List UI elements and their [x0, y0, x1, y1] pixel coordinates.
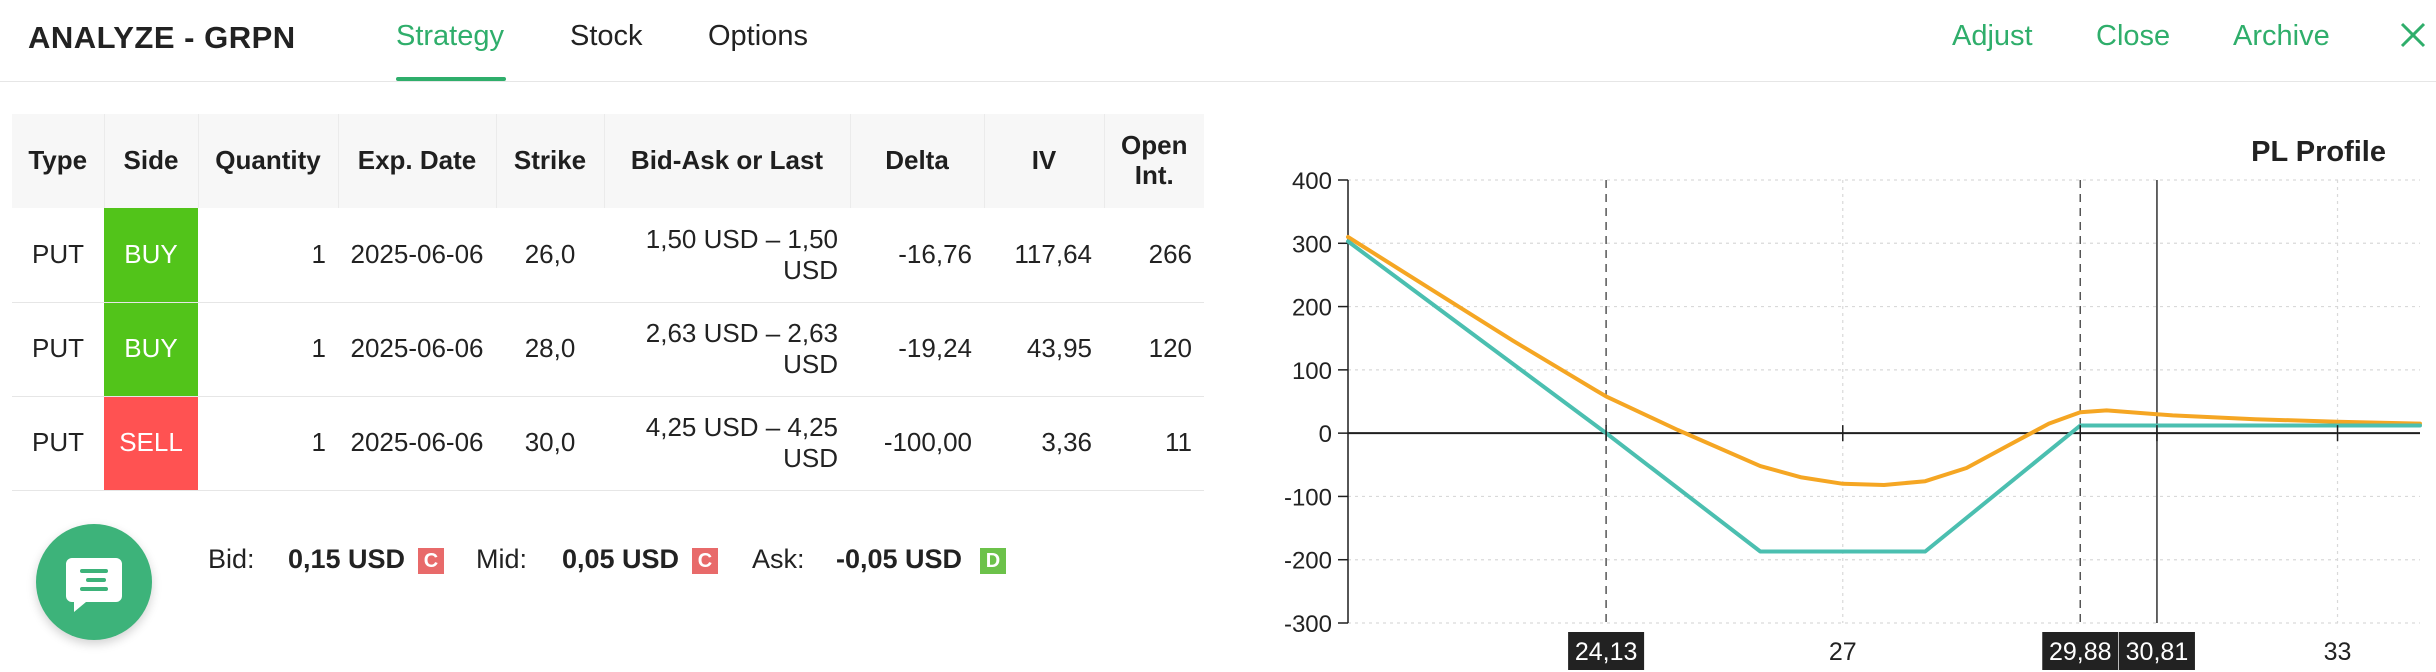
- leg-delta: -19,24: [898, 333, 972, 364]
- leg-bid-ask: 4,25 USD – 4,25 USD: [645, 411, 838, 473]
- chart-title: PL Profile: [2251, 136, 2386, 168]
- column-header-iv: IV: [984, 114, 1105, 208]
- leg-open-int: 266: [1148, 239, 1192, 270]
- ask-value: -0,05 USD: [836, 544, 963, 574]
- table-header-row: Type Side Quantity Exp. Date Strike Bid-…: [12, 114, 1204, 208]
- column-header-strike: Strike: [496, 114, 605, 208]
- x-tick-label: 24,13: [1575, 638, 1638, 666]
- pl-curve-today: [1346, 235, 2422, 487]
- table-row[interactable]: PUT BUY 1 2025-06-06 26,0 1,50 USD – 1,5…: [12, 208, 1204, 302]
- leg-strike: 30,0: [524, 427, 576, 458]
- x-tick-highlight-box: [2118, 632, 2195, 670]
- leg-type: PUT: [32, 427, 84, 458]
- x-tick-label: 33: [2324, 638, 2352, 666]
- y-tick-label: -300: [1284, 611, 1332, 638]
- ask-badge: D: [980, 548, 1006, 574]
- y-tick-label: 300: [1292, 231, 1332, 258]
- pl-profile-plot[interactable]: 400 300 200 100 0 -100 -200 -300 24,13 27 29,88 30,…: [1240, 110, 2436, 672]
- tab-options[interactable]: Options: [708, 20, 808, 52]
- column-header-exp-date: Exp. Date: [338, 114, 497, 208]
- column-header-delta: Delta: [850, 114, 985, 208]
- leg-strike: 28,0: [524, 333, 576, 364]
- close-icon[interactable]: [2398, 20, 2428, 50]
- pl-profile-chart[interactable]: PL Profile 400 300 200 100 0 -100 -200 -300 24,1…: [1240, 110, 2436, 672]
- leg-side-sell[interactable]: SELL: [104, 396, 198, 490]
- x-tick-highlight-box: [1568, 632, 1645, 670]
- x-tick-label: 30,81: [2126, 638, 2189, 666]
- active-tab-indicator: [396, 77, 506, 81]
- table-row[interactable]: PUT BUY 1 2025-06-06 28,0 2,63 USD – 2,6…: [12, 302, 1204, 396]
- leg-type: PUT: [32, 333, 84, 364]
- leg-delta: -100,00: [883, 427, 972, 458]
- column-header-open-int: Open Int.: [1121, 130, 1188, 190]
- bid-value: 0,15 USD: [288, 544, 406, 574]
- leg-type: PUT: [32, 239, 84, 270]
- adjust-button[interactable]: Adjust: [1952, 20, 2033, 52]
- y-tick-label: -200: [1284, 548, 1332, 575]
- x-tick-highlight-box: [2042, 632, 2119, 670]
- leg-bid-ask: 1,50 USD – 1,50 USD: [645, 223, 838, 285]
- column-header-bid-ask: Bid-Ask or Last: [604, 114, 851, 208]
- leg-side-buy[interactable]: BUY: [104, 302, 198, 396]
- leg-open-int: 120: [1148, 333, 1192, 364]
- y-tick-label: 400: [1292, 168, 1332, 195]
- leg-delta: -16,76: [898, 239, 972, 270]
- leg-quantity: 1: [311, 239, 326, 270]
- y-tick-label: 100: [1292, 358, 1332, 385]
- chat-button[interactable]: [36, 524, 152, 640]
- leg-iv: 43,95: [1026, 333, 1092, 364]
- x-tick-label: 27: [1829, 638, 1857, 666]
- leg-exp-date: 2025-06-06: [350, 333, 484, 364]
- leg-quantity: 1: [311, 333, 326, 364]
- leg-iv: 3,36: [1041, 427, 1092, 458]
- close-button[interactable]: Close: [2096, 20, 2171, 52]
- table-row[interactable]: PUT SELL 1 2025-06-06 30,0 4,25 USD – 4,…: [12, 396, 1204, 490]
- ask-label: Ask:: [752, 544, 805, 574]
- leg-quantity: 1: [311, 427, 326, 458]
- y-tick-label: 0: [1319, 421, 1332, 448]
- leg-iv: 117,64: [1014, 239, 1092, 270]
- tab-strategy[interactable]: Strategy: [396, 20, 504, 52]
- leg-open-int: 11: [1165, 427, 1192, 458]
- leg-exp-date: 2025-06-06: [350, 427, 484, 458]
- bid-label: Bid:: [208, 544, 255, 574]
- column-header-quantity: Quantity: [198, 114, 339, 208]
- tab-stock[interactable]: Stock: [570, 20, 643, 52]
- mid-value: 0,05 USD: [562, 544, 680, 574]
- mid-label: Mid:: [476, 544, 528, 574]
- page-title: ANALYZE - GRPN: [28, 20, 296, 55]
- top-bar: ANALYZE - GRPN Strategy Stock Options Ad…: [0, 0, 2436, 82]
- mid-badge: C: [692, 548, 718, 574]
- x-tick-label: 29,88: [2049, 638, 2112, 666]
- bid-badge: C: [418, 548, 444, 574]
- leg-exp-date: 2025-06-06: [350, 239, 484, 270]
- leg-bid-ask: 2,63 USD – 2,63 USD: [645, 317, 838, 379]
- leg-side-buy[interactable]: BUY: [104, 208, 198, 302]
- pl-curve-expiration: [1346, 239, 2422, 554]
- chat-icon: [66, 558, 122, 612]
- archive-button[interactable]: Archive: [2233, 20, 2330, 52]
- strategy-legs-table: Type Side Quantity Exp. Date Strike Bid-…: [12, 114, 1204, 491]
- y-tick-label: 200: [1292, 295, 1332, 322]
- y-tick-label: -100: [1284, 484, 1332, 511]
- column-header-side: Side: [104, 114, 199, 208]
- leg-strike: 26,0: [524, 239, 576, 270]
- column-header-type: Type: [12, 114, 105, 208]
